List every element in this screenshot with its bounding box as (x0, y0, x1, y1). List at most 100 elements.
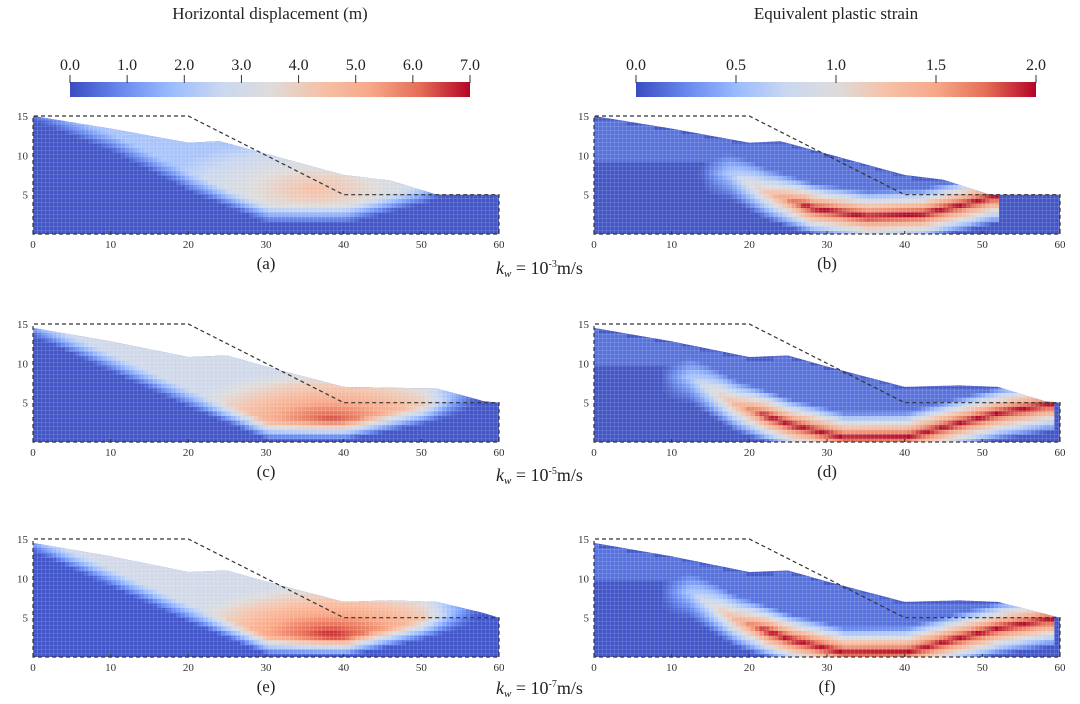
mesh-cell (299, 333, 305, 339)
mesh-cell (378, 370, 383, 375)
x-tick-label: 20 (183, 447, 195, 459)
panel-b: 0 10 20 30 40 50 60 5 10 15 (574, 110, 1080, 258)
x-tick-label: 40 (338, 239, 350, 251)
mesh-cell (465, 383, 471, 389)
mesh-cell (217, 116, 222, 121)
mesh-cell (332, 374, 337, 380)
mesh-cell (184, 351, 190, 357)
mesh-cell (318, 157, 324, 163)
mesh-cell (295, 342, 301, 348)
mesh-cell (244, 120, 250, 126)
mesh-cell (345, 379, 351, 385)
mesh-overlay (594, 116, 1060, 234)
mesh-cell (437, 152, 443, 158)
mesh-cell (424, 171, 429, 177)
mesh-cell (419, 347, 425, 352)
mesh-cell (396, 379, 402, 385)
mesh-cell (267, 356, 273, 362)
mesh-cell (249, 337, 255, 343)
mesh-cell (391, 337, 397, 343)
mesh-cell (396, 360, 402, 366)
mesh-cell (410, 356, 416, 362)
mesh-cell (460, 388, 466, 394)
x-tick-label: 20 (183, 239, 195, 251)
mesh-cell (410, 327, 416, 329)
mesh-cell (442, 139, 448, 144)
mesh-cell (437, 365, 443, 371)
mesh-cell (355, 337, 360, 343)
mesh-cell (355, 125, 360, 131)
mesh-cell (166, 134, 172, 140)
mesh-cell (309, 152, 314, 158)
mesh-cell (470, 143, 475, 149)
mesh-cell (345, 120, 351, 126)
mesh-cell (336, 162, 342, 167)
mesh-cell (322, 152, 328, 158)
mesh-cell (207, 347, 213, 352)
mesh-cell (350, 162, 356, 167)
mesh-cell (373, 337, 379, 343)
mesh-cell (125, 333, 130, 339)
mesh-cell (355, 333, 360, 339)
mesh-cell (401, 327, 406, 329)
mesh-cell (157, 333, 163, 339)
mesh-cell (465, 327, 471, 329)
mesh-cell (240, 125, 245, 131)
mesh-cell (460, 351, 466, 357)
colorbar-tick-label: 2.0 (174, 57, 194, 74)
mesh-cell (414, 374, 420, 380)
mesh-cell (327, 374, 333, 380)
mesh-cell (451, 129, 457, 135)
mesh-cell (451, 356, 457, 362)
mesh-cell (442, 175, 448, 181)
mesh-cell (433, 185, 439, 190)
mesh-cell (286, 129, 291, 135)
mesh-cell (451, 351, 457, 357)
mesh-cell (437, 351, 443, 357)
y-tick-label: 5 (23, 190, 29, 202)
mesh-cell (447, 152, 452, 158)
mesh-cell (272, 342, 278, 348)
mesh-cell (350, 351, 356, 357)
mesh-cell (161, 337, 167, 343)
mesh-cell (263, 347, 268, 352)
mesh-cell (189, 337, 195, 343)
mesh-cell (92, 333, 98, 339)
mesh-cell (433, 328, 439, 334)
mesh-cell (396, 351, 402, 357)
mesh-cell (405, 125, 411, 131)
mesh-cell (322, 360, 328, 366)
mesh-cell (460, 370, 466, 375)
mesh-cell (391, 356, 397, 362)
mesh-cell (424, 333, 429, 339)
mesh-cell (304, 143, 310, 149)
mesh-cell (249, 129, 255, 135)
mesh-cell (401, 379, 406, 385)
mesh-cell (442, 337, 448, 343)
mesh-cell (226, 129, 232, 135)
mesh-cell (272, 333, 278, 339)
mesh-cell (161, 327, 167, 329)
mesh-cell (318, 365, 324, 371)
x-tick-label: 60 (494, 239, 506, 251)
mesh-cell (304, 365, 310, 371)
mesh-cell (221, 328, 227, 334)
mesh-cell (69, 116, 75, 121)
mesh-cell (428, 383, 434, 389)
mesh-cell (396, 342, 402, 348)
mesh-cell (336, 379, 342, 385)
mesh-cell (313, 327, 319, 329)
mesh-cell (281, 342, 287, 348)
mesh-cell (433, 143, 439, 149)
mesh-cell (442, 342, 448, 348)
mesh-cell (138, 120, 144, 126)
mesh-cell (460, 152, 466, 158)
mesh-cell (447, 327, 452, 329)
mesh-cell (304, 360, 310, 366)
mesh-cell (184, 342, 190, 348)
mesh-cell (447, 356, 452, 362)
mesh-cell (470, 134, 475, 140)
mesh-cell (368, 120, 374, 126)
mesh-cell (253, 347, 259, 352)
mesh-cell (217, 333, 222, 339)
